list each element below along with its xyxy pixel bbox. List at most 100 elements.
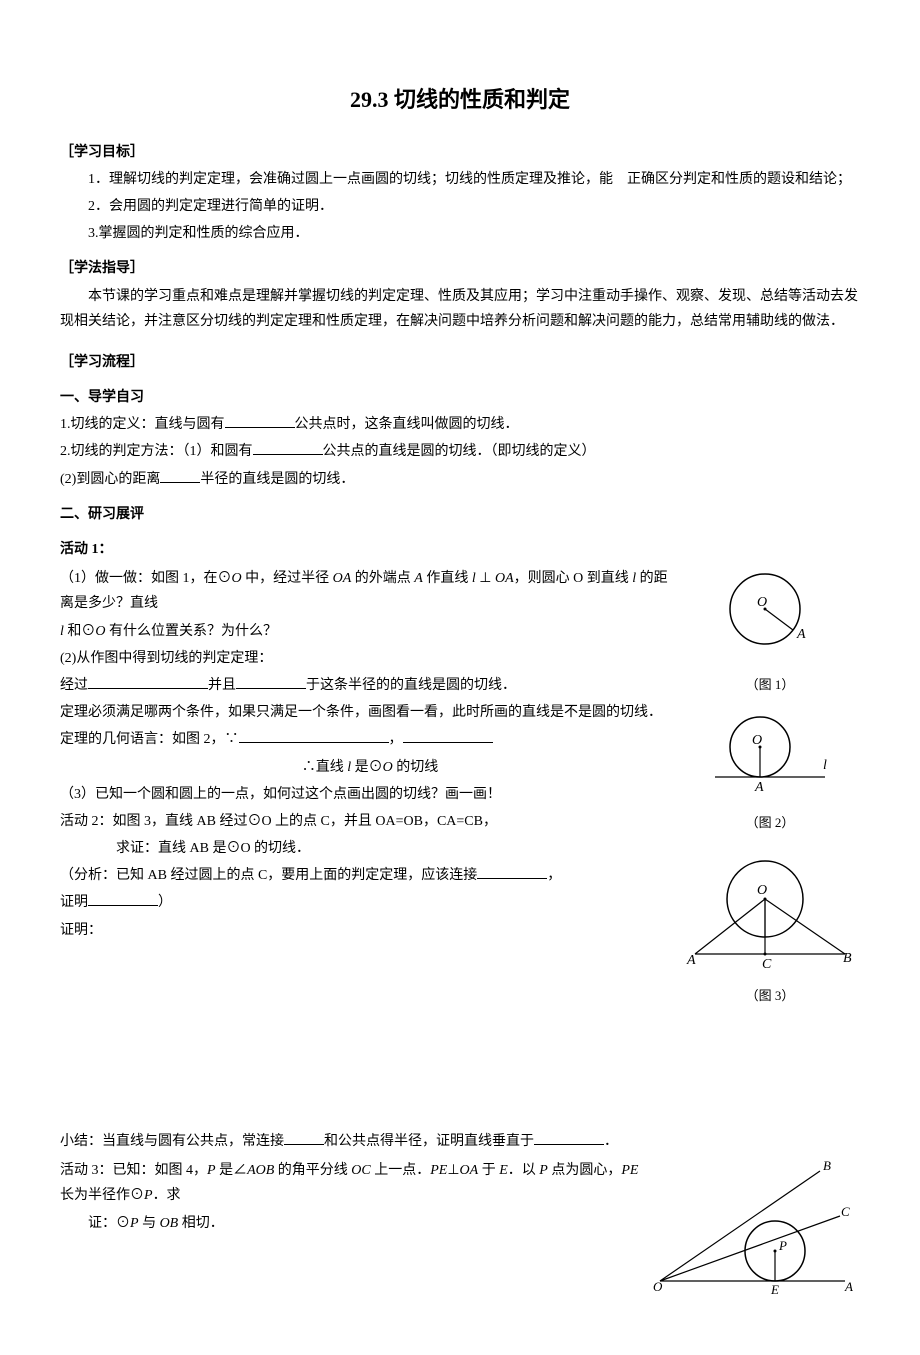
act2-proof: 证明： bbox=[60, 918, 680, 943]
text: ，则圆心 O 到直线 bbox=[514, 571, 633, 586]
text: （分析：已知 AB 经过圆上的点 C，要用上面的判定定理，应该连接 bbox=[60, 868, 477, 883]
text: 证明 bbox=[60, 895, 88, 910]
symbol-A: A bbox=[414, 571, 423, 586]
figure-2-svg: O A l bbox=[705, 707, 835, 802]
goal-2: 2．会用圆的判定定理进行简单的证明． bbox=[60, 194, 860, 219]
symbol-P: P bbox=[539, 1163, 548, 1178]
blank bbox=[239, 728, 389, 743]
text: 上一点． bbox=[371, 1163, 431, 1178]
blank bbox=[534, 1130, 604, 1145]
text: 的外端点 bbox=[351, 571, 414, 586]
text: 有什么位置关系？为什么？ bbox=[106, 624, 278, 639]
blank bbox=[160, 468, 200, 483]
act1-line6: 定理的几何语言：如图 2，∵ ， bbox=[60, 727, 680, 752]
def-line-3: (2)到圆心的距离 半径的直线是圆的切线． bbox=[60, 467, 860, 492]
symbol-OA: OA bbox=[460, 1163, 479, 1178]
text: 相切． bbox=[178, 1216, 224, 1231]
goals-heading: ［学习目标］ bbox=[60, 140, 860, 165]
text: 2.切线的判定方法：（1）和圆有 bbox=[60, 444, 253, 459]
figure-3: O A C B （图 3） bbox=[685, 844, 855, 1007]
figure-3-label: （图 3） bbox=[685, 984, 855, 1007]
act1-line4: 经过并且于这条半径的的直线是圆的切线． bbox=[60, 673, 680, 698]
text: 公共点时，这条直线叫做圆的切线． bbox=[295, 417, 519, 432]
figure-1-svg: O A bbox=[715, 564, 825, 664]
text: 长为半径作⊙ bbox=[60, 1188, 144, 1203]
text: 小结：当直线与圆有公共点，常连接 bbox=[60, 1134, 284, 1149]
blank bbox=[403, 728, 493, 743]
def-line-2: 2.切线的判定方法：（1）和圆有公共点的直线是圆的切线．（即切线的定义） bbox=[60, 439, 860, 464]
symbol-O: O bbox=[95, 624, 105, 639]
act1-line7: ∴直线 l 是⊙O 的切线 bbox=[60, 755, 680, 780]
text: 是∠ bbox=[216, 1163, 248, 1178]
symbol-P: P bbox=[144, 1188, 153, 1203]
figure-4-svg: O A B C P E bbox=[645, 1156, 855, 1296]
part1-heading: 一、导学自习 bbox=[60, 385, 860, 410]
svg-text:C: C bbox=[841, 1204, 850, 1219]
text: 并且 bbox=[208, 678, 236, 693]
act2-line4: 证明 ） bbox=[60, 890, 680, 915]
text: 1.切线的定义：直线与圆有 bbox=[60, 417, 225, 432]
figure-1: O A （图 1） bbox=[715, 564, 825, 697]
method-heading: ［学法指导］ bbox=[60, 256, 860, 281]
symbol-P: P bbox=[207, 1163, 216, 1178]
blank bbox=[88, 891, 158, 906]
text: ， bbox=[389, 732, 403, 747]
text: 作直线 bbox=[423, 571, 472, 586]
svg-text:A: A bbox=[686, 953, 696, 968]
text: 与 bbox=[139, 1216, 160, 1231]
blank bbox=[477, 864, 547, 879]
act1-line3: (2)从作图中得到切线的判定定理： bbox=[60, 646, 680, 671]
text: 的切线 bbox=[393, 760, 439, 775]
goal-3: 3.掌握圆的判定和性质的综合应用． bbox=[60, 221, 860, 246]
symbol-PE: PE bbox=[430, 1163, 447, 1178]
text: 中，经过半径 bbox=[242, 571, 333, 586]
text: 经过 bbox=[60, 678, 88, 693]
activity1-heading: 活动 1： bbox=[60, 537, 860, 562]
svg-text:l: l bbox=[823, 758, 827, 773]
figure-3-svg: O A C B bbox=[685, 844, 855, 974]
text: 半径的直线是圆的切线． bbox=[200, 472, 354, 487]
act1-line8: （3）已知一个圆和圆上的一点，如何过这个点画出圆的切线？画一画！ bbox=[60, 782, 680, 807]
symbol-OB: OB bbox=[160, 1216, 179, 1231]
act2-line3: （分析：已知 AB 经过圆上的点 C，要用上面的判定定理，应该连接 ， bbox=[60, 863, 680, 888]
text: 和⊙ bbox=[64, 624, 96, 639]
svg-text:C: C bbox=[762, 957, 772, 972]
svg-text:O: O bbox=[757, 883, 767, 898]
method-body: 本节课的学习重点和难点是理解并掌握切线的判定定理、性质及其应用；学习中注重动手操… bbox=[60, 284, 860, 334]
text: ） bbox=[158, 895, 172, 910]
symbol-OC: OC bbox=[351, 1163, 370, 1178]
symbol-E: E bbox=[499, 1163, 508, 1178]
symbol-AOB: AOB bbox=[247, 1163, 274, 1178]
figure-2: O A l （图 2） bbox=[705, 707, 835, 835]
act3-line1: 活动 3：已知：如图 4，P 是∠AOB 的角平分线 OC 上一点．PE⊥OA … bbox=[60, 1158, 640, 1208]
svg-text:B: B bbox=[843, 951, 852, 966]
goal-1: 1．理解切线的判定定理，会准确过圆上一点画圆的切线；切线的性质定理及推论，能 正… bbox=[60, 167, 860, 192]
symbol-O: O bbox=[383, 760, 393, 775]
svg-text:A: A bbox=[796, 627, 806, 642]
text: 的角平分线 bbox=[274, 1163, 351, 1178]
svg-text:O: O bbox=[653, 1279, 663, 1294]
act2-line2: 求证：直线 AB 是⊙O 的切线． bbox=[60, 836, 680, 861]
text: ． bbox=[604, 1134, 618, 1149]
svg-text:P: P bbox=[778, 1238, 787, 1253]
text: 和公共点得半径，证明直线垂直于 bbox=[324, 1134, 534, 1149]
figure-4: O A B C P E bbox=[645, 1156, 855, 1305]
page-title: 29.3 切线的性质和判定 bbox=[60, 80, 860, 120]
flow-heading: ［学习流程］ bbox=[60, 350, 860, 375]
act1-line2: l 和⊙O 有什么位置关系？为什么？ bbox=[60, 619, 680, 644]
symbol-OA: OA bbox=[495, 571, 514, 586]
symbol-PE: PE bbox=[621, 1163, 638, 1178]
text: （1）做一做：如图 1，在⊙ bbox=[60, 571, 232, 586]
text: 点为圆心， bbox=[548, 1163, 622, 1178]
act3-line2: 证：⊙P 与 OB 相切． bbox=[60, 1211, 640, 1236]
figure-2-label: （图 2） bbox=[705, 811, 835, 834]
text: (2)到圆心的距离 bbox=[60, 472, 160, 487]
summary-line: 小结：当直线与圆有公共点，常连接 和公共点得半径，证明直线垂直于 ． bbox=[60, 1129, 860, 1154]
act1-line5: 定理必须满足哪两个条件，如果只满足一个条件，画图看一看，此时所画的直线是不是圆的… bbox=[60, 700, 680, 725]
svg-text:B: B bbox=[823, 1158, 831, 1173]
text: ⊥ bbox=[476, 571, 495, 586]
blank bbox=[88, 674, 208, 689]
text: 活动 3：已知：如图 4， bbox=[60, 1163, 207, 1178]
text: ， bbox=[547, 868, 561, 883]
text: 定理的几何语言：如图 2，∵ bbox=[60, 732, 239, 747]
